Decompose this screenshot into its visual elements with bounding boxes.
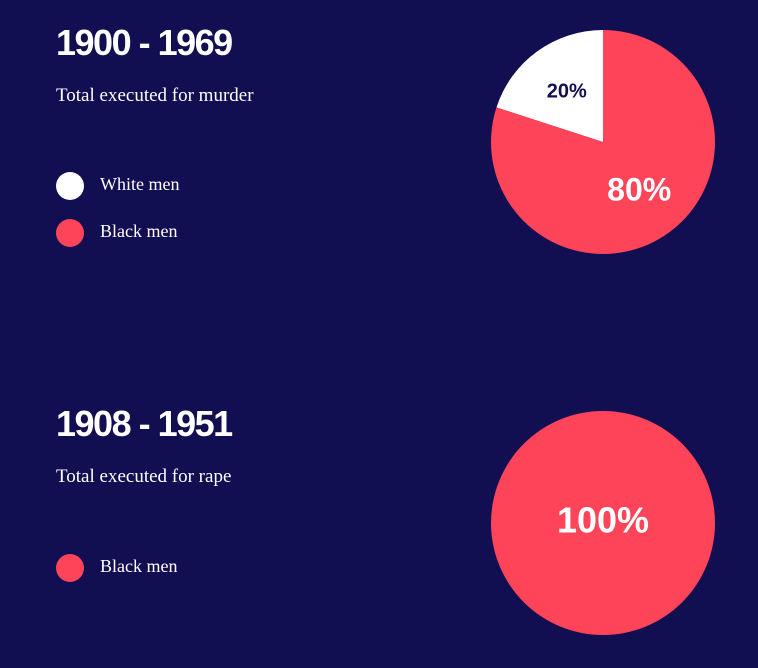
legend-swatch [56,219,84,247]
pie-slice [496,30,603,142]
chart-subtitle: Total executed for murder [56,85,254,106]
legend-swatch [56,172,84,200]
pie-value-label: 20% [547,80,587,102]
legend-label: Black men [100,221,177,241]
pie-value-label: 100% [557,500,649,541]
chart-subtitle: Total executed for rape [56,466,231,487]
pie-slice [491,30,716,255]
chart-title: 1908 - 1951 [56,403,233,444]
pie-chart: 1900 - 1969 Total executed for murder Whit… [56,22,716,255]
chart-title: 1900 - 1969 [56,22,232,63]
legend-swatch [56,554,84,582]
legend-label: White men [100,174,179,194]
pie-slice [491,411,715,635]
pie-value-label: 80% [607,171,671,207]
pie-chart: 1908 - 1951 Total executed for rape Black … [56,403,715,635]
legend-label: Black men [100,556,177,576]
